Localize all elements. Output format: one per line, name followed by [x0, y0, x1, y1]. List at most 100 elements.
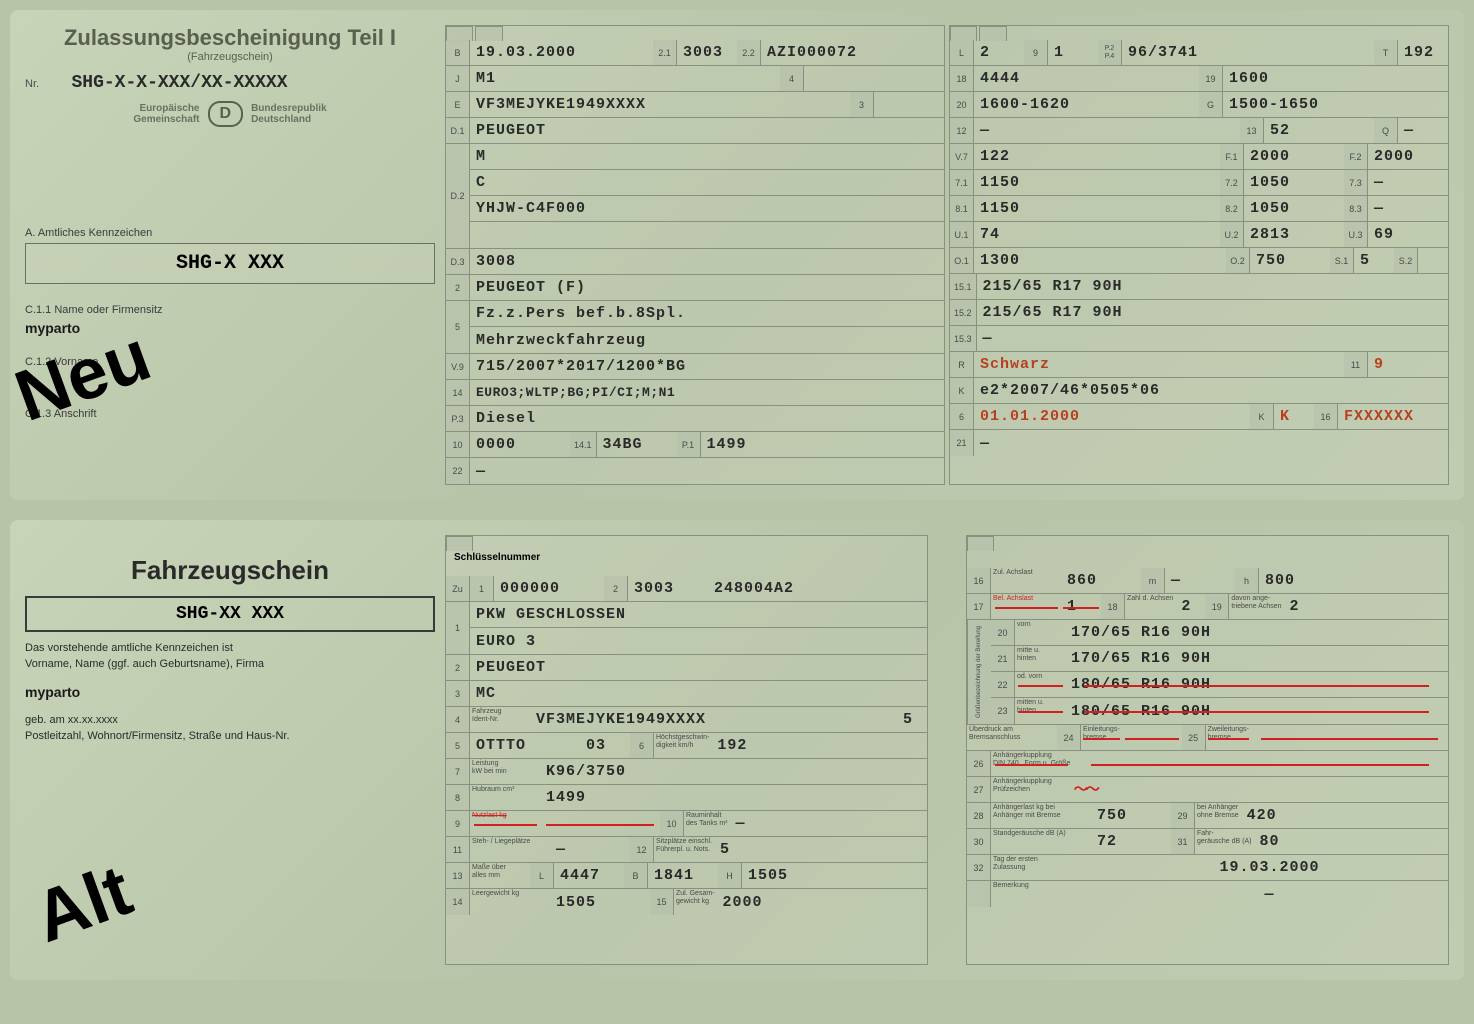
lbl-5: 5: [446, 301, 470, 353]
val-P3: Diesel: [470, 406, 944, 431]
doc2-title: Fahrzeugschein: [25, 555, 435, 586]
doc-neu: Zulassungsbescheinigung Teil I (Fahrzeug…: [10, 10, 1464, 500]
tab: [475, 26, 502, 41]
val-13: 52: [1264, 118, 1374, 143]
val-6: 01.01.2000: [974, 404, 1250, 429]
lbl-71: 7.1: [950, 170, 974, 195]
val-F2: 2000: [1368, 144, 1448, 169]
val-5: OTTTO: [470, 733, 580, 758]
grid-col1: B 19.03.2000 2.1 3003 2.2 AZI000072 J M1…: [445, 25, 945, 485]
lbl-V9: V.9: [446, 354, 470, 379]
val-2a: 3003: [628, 576, 708, 601]
lbl-B2: B: [624, 863, 648, 888]
doc2-text2: Vorname, Name (ggf. auch Geburtsname), F…: [25, 658, 435, 670]
val-P1: 1499: [701, 432, 944, 457]
val-D2b: C: [470, 170, 944, 195]
tab: [950, 26, 977, 41]
doc1-title: Zulassungsbescheinigung Teil I: [25, 25, 435, 51]
val-P2P4: 96/3741: [1122, 40, 1374, 65]
lbl-8text: Hubraum cm³: [470, 785, 540, 810]
val-31: 80: [1253, 829, 1448, 854]
lbl-20text: vorn: [1015, 620, 1065, 645]
val-153: —: [977, 326, 1448, 351]
lbl-19text: davon ange- triebene Achsen: [1229, 594, 1283, 619]
lbl-R: R: [950, 352, 974, 377]
val-18: 4444: [974, 66, 1199, 91]
lbl-P3: P.3: [446, 406, 470, 431]
lbl-16: 16: [1314, 404, 1338, 429]
val-10: 0000: [470, 432, 570, 457]
lbl-20a: 20: [991, 620, 1015, 645]
val-83: —: [1368, 196, 1448, 221]
lbl-9text: Nutzlast kg: [470, 811, 540, 836]
a-label: A. Amtliches Kennzeichen: [25, 227, 435, 239]
lbl-18text: Zahl d. Achsen: [1125, 594, 1175, 619]
doc2-text3: geb. am xx.xx.xxxx: [25, 714, 435, 726]
lbl-23: 23: [991, 698, 1015, 724]
c13-label: C.1.3 Anschrift: [25, 408, 435, 420]
nr-row: Nr. SHG-X-X-XXX/XX-XXXXX: [25, 73, 435, 93]
val-U1: 74: [974, 222, 1220, 247]
lbl-m: m: [1141, 568, 1165, 593]
lbl-15a: 15: [650, 889, 674, 915]
spacer: [932, 535, 962, 965]
val-3a: MC: [470, 681, 927, 706]
lbl-28text: Anhängerlast kg bei Anhänger mit Bremse: [991, 803, 1091, 828]
d-badge: D: [208, 101, 244, 127]
lbl-E: E: [446, 92, 470, 117]
lbl-6text: Höchstgeschwin- digkeit km/h: [654, 733, 711, 758]
tab: [446, 26, 473, 41]
grid-col2-alt: 16 Zul. Achslast 860 m — h 800 17 Bel. A…: [966, 535, 1449, 965]
left-panel-alt: Fahrzeugschein SHG-XX XXX Das vorstehend…: [25, 535, 435, 965]
lbl-19a: 19: [1205, 594, 1229, 619]
val-R: Schwarz: [974, 352, 1344, 377]
lbl-22text: od. vorn: [1015, 672, 1065, 697]
val-15: 2000: [717, 889, 927, 915]
val-2: PEUGEOT (F): [470, 275, 944, 300]
lbl-14a: 14: [446, 889, 470, 915]
val-28: 750: [1091, 803, 1171, 828]
lbl-O2: O.2: [1226, 248, 1250, 273]
val-16m: —: [1165, 568, 1235, 593]
val-D1: PEUGEOT: [470, 118, 944, 143]
lbl-T: T: [1374, 40, 1398, 65]
val-V9: 715/2007*2017/1200*BG: [470, 354, 944, 379]
lbl-11text: Steh- / Liegeplätze: [470, 837, 550, 862]
val-14a: 1505: [550, 889, 650, 915]
grid-col1-alt: Schlüsselnummer Zu 1 000000 2 3003 24800…: [445, 535, 928, 965]
val-10a: —: [730, 811, 928, 836]
val-20a: 170/65 R16 90H: [1065, 620, 1448, 645]
lbl-H2: H: [718, 863, 742, 888]
val-24strike: [1122, 725, 1182, 750]
val-23: 180/65 R16 90H: [1065, 698, 1448, 724]
lbl-10text: Rauminhalt des Tanks m³: [684, 811, 730, 836]
eu-right: Bundesrepublik Deutschland: [251, 103, 327, 125]
doc2-text1: Das vorstehende amtliche Kennzeichen ist: [25, 642, 435, 654]
doc2-name: myparto: [25, 684, 435, 700]
val-27: [1054, 777, 1448, 802]
val-J: M1: [470, 66, 780, 91]
lbl-L2: L: [530, 863, 554, 888]
lbl-31text: Fahr- geräusche dB (A): [1195, 829, 1253, 854]
val-L: 2: [974, 40, 1024, 65]
lbl-3: 3: [850, 92, 874, 117]
val-9: 1: [1048, 40, 1098, 65]
lbl-25text: Zweileitungs- bremse: [1206, 725, 1251, 750]
tab: [979, 26, 1006, 41]
lbl-3a: 3: [446, 681, 470, 706]
lbl-10a: 10: [660, 811, 684, 836]
val-E: VF3MEJYKE1949XXXX: [470, 92, 850, 117]
val-D2a: M: [470, 144, 944, 169]
nr-value: SHG-X-X-XXX/XX-XXXXX: [71, 73, 287, 93]
lbl-81: 8.1: [950, 196, 974, 221]
lbl-9: 9: [1024, 40, 1048, 65]
lbl-17text: Bel. Achslast: [991, 594, 1061, 619]
lbl-9a: 9: [446, 811, 470, 836]
val-T: 192: [1398, 40, 1448, 65]
val-4a: VF3MEJYKE1949XXXX: [530, 707, 897, 732]
lbl-16text: Zul. Achslast: [991, 568, 1061, 593]
lbl-1a: 1: [470, 576, 494, 601]
doc-alt: Fahrzeugschein SHG-XX XXX Das vorstehend…: [10, 520, 1464, 980]
val-73: —: [1368, 170, 1448, 195]
lbl-4text: Fahrzeug Ident-Nr.: [470, 707, 530, 732]
